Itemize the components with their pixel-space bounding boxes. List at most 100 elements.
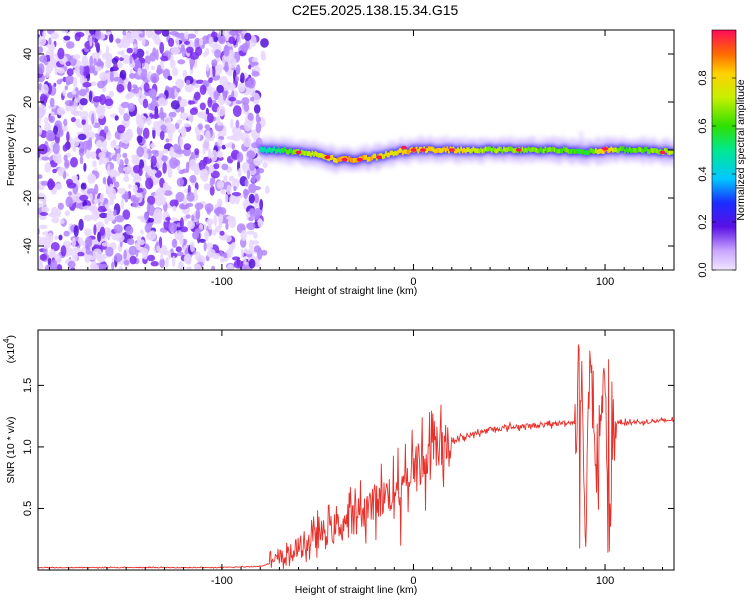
noise-blob [248, 216, 254, 222]
ridge-cell [493, 147, 496, 153]
ridge-cell [627, 148, 629, 154]
noise-blob [172, 67, 179, 77]
noise-blob [122, 209, 131, 220]
noise-blob [72, 145, 77, 153]
ridge-cell [313, 152, 315, 157]
ridge-cell [277, 147, 280, 153]
ridge-cell [474, 147, 476, 153]
noise-blob [198, 159, 206, 172]
noise-blob [105, 45, 109, 55]
noise-blob [42, 30, 46, 39]
ridge-cell [644, 147, 646, 152]
noise-blob [149, 169, 157, 175]
snr-y-label: SNR (10 * v/v) [5, 416, 17, 483]
noise-blob [207, 112, 214, 124]
noise-blob [116, 153, 121, 165]
noise-blob [260, 54, 267, 61]
noise-blob [120, 198, 124, 210]
ridge-cell [382, 154, 384, 160]
ridge-cell [447, 148, 450, 154]
ridge-cell [351, 158, 354, 163]
noise-blob [156, 68, 164, 75]
noise-blob [254, 193, 259, 204]
noise-blob [118, 266, 124, 270]
noise-blob [135, 113, 142, 126]
noise-blob [170, 252, 178, 259]
noise-blob [39, 253, 48, 261]
ridge-cell [406, 149, 409, 155]
ridge-cell [506, 147, 508, 153]
noise-blob [231, 256, 241, 261]
noise-blob [71, 175, 79, 180]
noise-blob [98, 158, 103, 166]
spectrogram-x-tick-label: 100 [596, 276, 614, 288]
noise-blob [178, 264, 185, 270]
noise-blob [78, 218, 84, 231]
ridge-peak [400, 145, 407, 150]
noise-blob [216, 115, 221, 126]
noise-blob [224, 99, 232, 106]
noise-blob [145, 177, 154, 190]
noise-blob [194, 126, 200, 135]
noise-blob [240, 248, 244, 259]
noise-blob [136, 146, 145, 158]
noise-blob [99, 226, 106, 236]
ridge-cell [441, 147, 444, 153]
noise-blob [103, 198, 109, 205]
noise-blob [123, 249, 127, 260]
noise-blob [244, 179, 249, 187]
ridge-cell [288, 148, 291, 154]
noise-blob [72, 251, 78, 262]
noise-blob [39, 55, 48, 63]
ridge-cell [642, 148, 645, 154]
noise-blob [211, 265, 216, 270]
noise-blob [251, 176, 256, 183]
noise-blob [143, 153, 149, 159]
noise-blob [83, 162, 87, 172]
noise-blob [246, 169, 251, 180]
ridge-cell [331, 154, 334, 160]
ridge-cell [302, 150, 305, 156]
noise-blob [253, 213, 260, 220]
ridge-cell [464, 148, 467, 154]
noise-blob [230, 118, 234, 129]
noise-blob [113, 224, 123, 234]
noise-blob [150, 65, 155, 70]
ridge-cell [424, 148, 427, 154]
ridge-cell [334, 158, 337, 163]
noise-blob [133, 43, 137, 48]
noise-blob [64, 99, 74, 107]
noise-blob [168, 250, 172, 260]
noise-blob [88, 90, 93, 103]
noise-blob [47, 232, 54, 245]
noise-blob [49, 97, 55, 108]
ridge-peak [295, 150, 302, 155]
ridge-cell [512, 148, 515, 153]
noise-blob [189, 159, 197, 170]
noise-blob [237, 82, 246, 93]
noise-blob [218, 35, 226, 45]
ridge-cell [527, 146, 530, 152]
noise-blob [186, 266, 192, 270]
noise-blob [44, 117, 49, 124]
noise-blob [98, 151, 106, 159]
noise-blob [174, 32, 181, 38]
colorbar-tick-label: 0.2 [697, 214, 709, 229]
noise-blob [101, 242, 110, 247]
noise-blob [227, 82, 236, 91]
noise-blob [89, 55, 94, 68]
noise-blob [82, 64, 90, 77]
noise-blob [243, 137, 252, 148]
ridge-cell [352, 157, 355, 163]
noise-blob [63, 118, 68, 127]
noise-blob [179, 217, 184, 229]
noise-blob [162, 148, 169, 154]
noise-blob [62, 89, 67, 96]
ridge-cell [492, 146, 495, 152]
noise-blob [56, 158, 62, 164]
snr-y-tick-label: 1.5 [22, 378, 34, 393]
ridge-cell [588, 148, 591, 154]
snr-multiplier-exp: 4 [2, 338, 11, 343]
noise-blob [255, 122, 262, 134]
noise-blob [88, 137, 93, 147]
